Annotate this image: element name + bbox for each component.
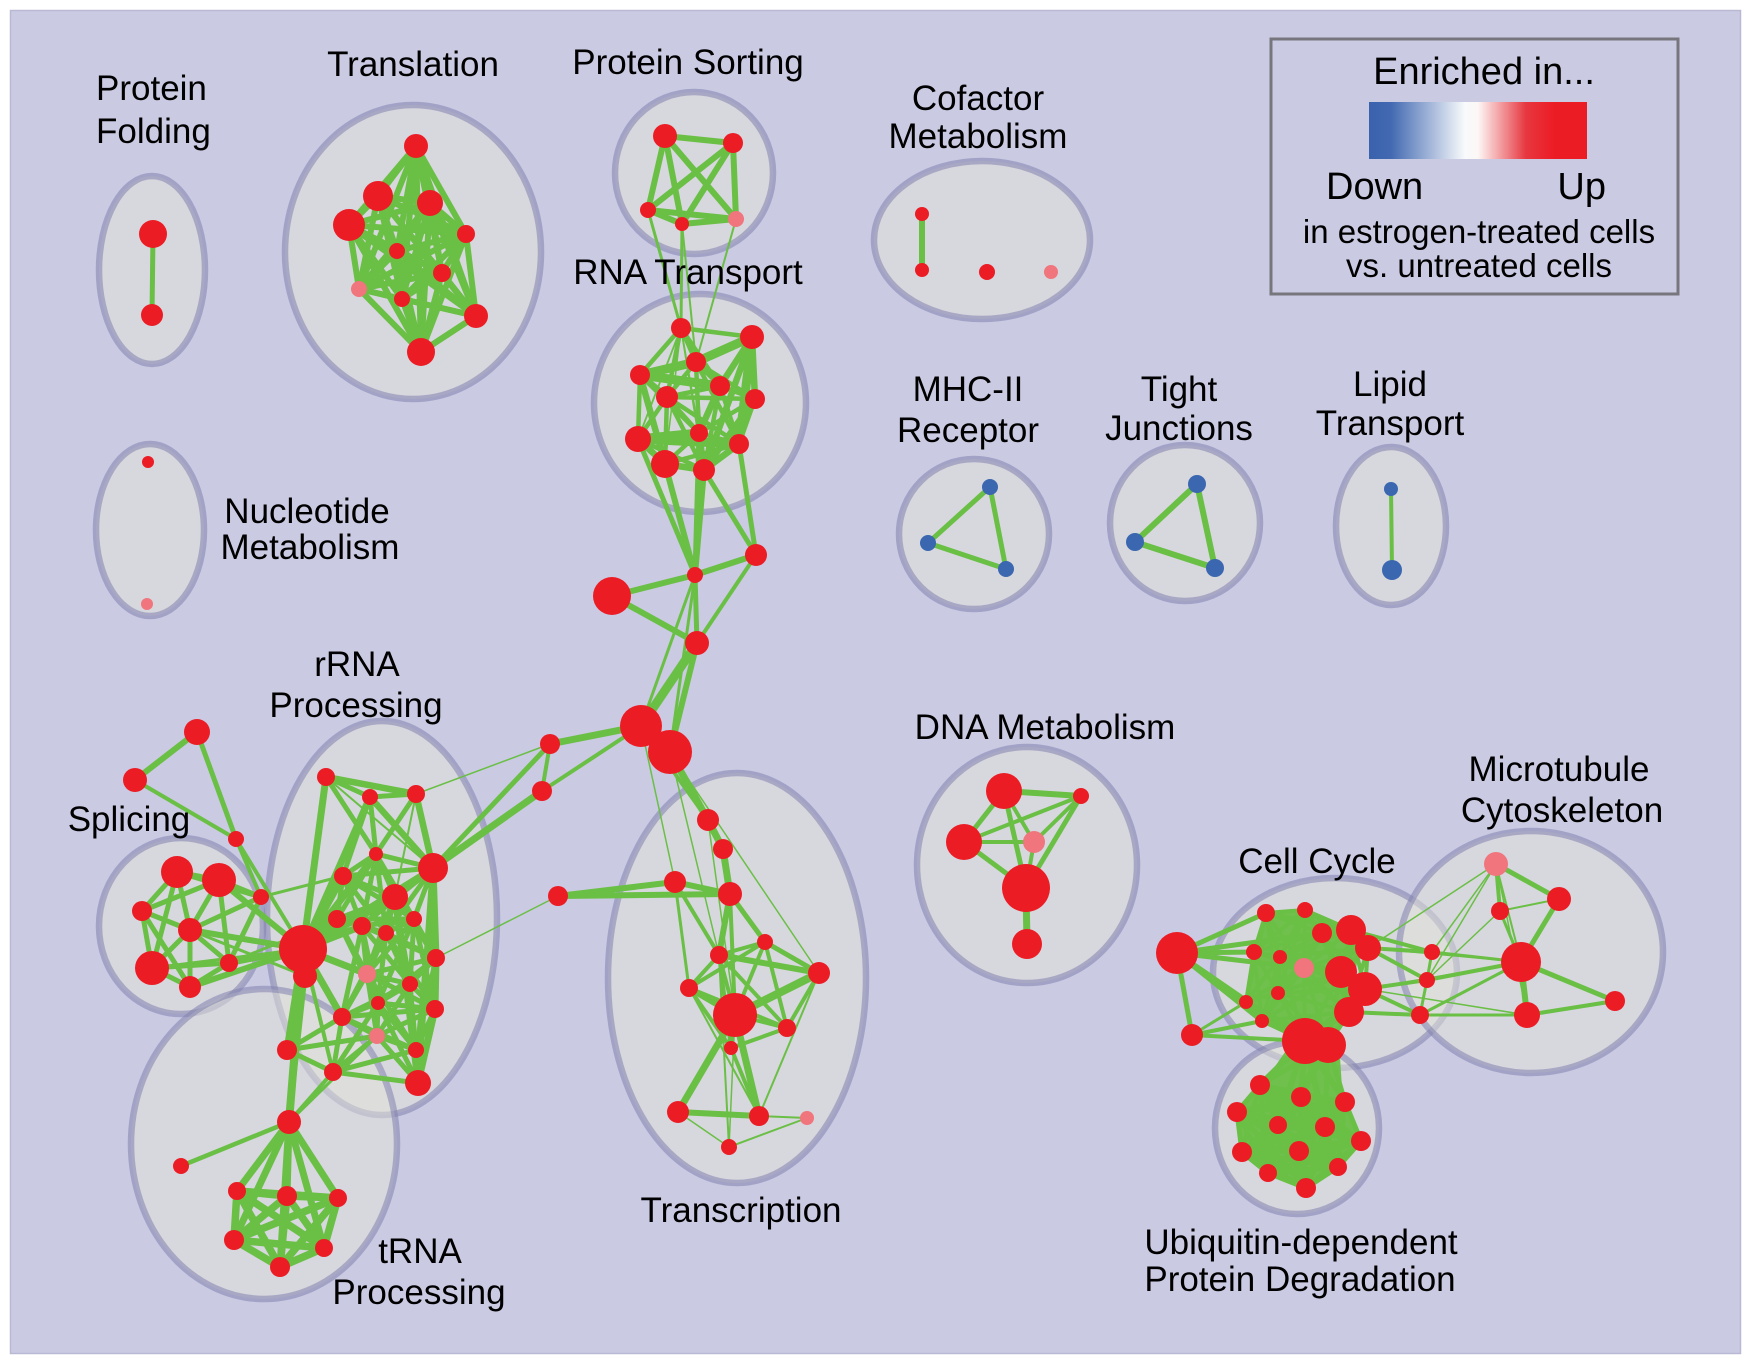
svg-text:Microtubule: Microtubule	[1469, 750, 1650, 789]
svg-text:Up: Up	[1557, 166, 1606, 208]
svg-text:tRNA: tRNA	[378, 1232, 462, 1271]
svg-text:Ubiquitin-dependent: Ubiquitin-dependent	[1144, 1223, 1458, 1262]
svg-text:Protein Degradation: Protein Degradation	[1144, 1260, 1455, 1299]
svg-text:Translation: Translation	[327, 45, 499, 84]
svg-text:Metabolism: Metabolism	[221, 528, 400, 567]
svg-text:Protein Sorting: Protein Sorting	[572, 43, 804, 82]
svg-text:Enriched in...: Enriched in...	[1373, 51, 1595, 93]
svg-text:Nucleotide: Nucleotide	[224, 492, 389, 531]
svg-text:Down: Down	[1326, 166, 1423, 208]
svg-text:rRNA: rRNA	[314, 645, 400, 684]
svg-text:Cofactor: Cofactor	[912, 79, 1045, 118]
svg-text:RNA Transport: RNA Transport	[573, 253, 803, 292]
svg-text:Processing: Processing	[269, 686, 442, 725]
svg-text:Processing: Processing	[332, 1273, 505, 1312]
svg-text:Receptor: Receptor	[897, 411, 1039, 450]
svg-text:Lipid: Lipid	[1353, 365, 1427, 404]
svg-text:Cell Cycle: Cell Cycle	[1238, 842, 1396, 881]
svg-text:Folding: Folding	[96, 112, 211, 151]
svg-text:Protein: Protein	[96, 69, 207, 108]
svg-text:Transcription: Transcription	[641, 1191, 842, 1230]
svg-text:Splicing: Splicing	[68, 800, 191, 839]
svg-text:Cytoskeleton: Cytoskeleton	[1461, 791, 1663, 830]
svg-text:DNA Metabolism: DNA Metabolism	[915, 708, 1176, 747]
svg-text:in estrogen-treated cells: in estrogen-treated cells	[1303, 213, 1655, 250]
svg-text:Metabolism: Metabolism	[889, 117, 1068, 156]
svg-text:MHC-II: MHC-II	[913, 370, 1024, 409]
svg-text:Junctions: Junctions	[1105, 409, 1253, 448]
svg-text:vs. untreated cells: vs. untreated cells	[1346, 247, 1612, 284]
svg-text:Tight: Tight	[1141, 370, 1218, 409]
svg-text:Transport: Transport	[1316, 404, 1465, 443]
